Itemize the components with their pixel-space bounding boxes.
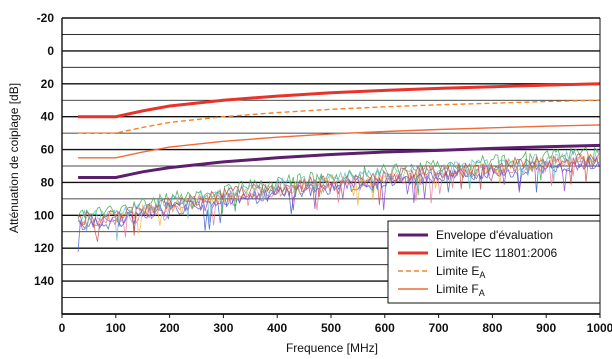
x-tick-label: 700	[429, 321, 449, 335]
y-tick-label: 0	[47, 44, 54, 58]
x-tick-label: 100	[106, 321, 126, 335]
x-tick-label: 400	[267, 321, 287, 335]
x-tick-label: 200	[160, 321, 180, 335]
x-tick-label: 300	[213, 321, 233, 335]
x-axis-title: Frequence [MHz]	[286, 341, 378, 355]
measurement-trace	[77, 148, 600, 241]
legend-label: Limite IEC 11801:2006	[436, 246, 558, 260]
series-line	[78, 82, 601, 119]
tick-labels: -20 0 20 40 60 80 100 120 140 0 100 200 300 400 500 600…	[34, 11, 612, 335]
series-line	[78, 99, 601, 134]
y-tick-label: 20	[41, 77, 55, 91]
series-line	[78, 143, 601, 179]
y-tick-label: 120	[34, 241, 54, 255]
measurement-trace	[77, 155, 600, 231]
measurement-trace	[77, 155, 600, 238]
x-tick-label: 0	[59, 321, 66, 335]
measurement-trace	[77, 158, 600, 252]
measurement-traces	[77, 146, 600, 252]
legend-label: Limite EA	[436, 264, 485, 280]
x-tick-label: 500	[321, 321, 341, 335]
y-tick-label: 60	[41, 143, 55, 157]
y-tick-label: 140	[34, 274, 54, 288]
y-tick-label: 80	[41, 175, 55, 189]
x-tick-label: 600	[375, 321, 395, 335]
measurement-trace	[77, 153, 600, 242]
y-tick-label: -20	[37, 11, 55, 25]
x-tick-label: 800	[482, 321, 502, 335]
series-line	[78, 124, 601, 159]
legend-label: Envelope d'évaluation	[436, 228, 553, 242]
legend: Envelope d'évaluation Limite IEC 11801:20…	[387, 220, 601, 304]
x-tick-label: 900	[536, 321, 556, 335]
y-tick-label: 40	[41, 110, 55, 124]
y-tick-label: 100	[34, 208, 54, 222]
series-lines	[78, 82, 601, 179]
legend-label: Limite FA	[436, 282, 485, 298]
y-axis-title: Atténuation de coiplage [dB]	[7, 83, 21, 233]
x-tick-label: 1000	[587, 321, 612, 335]
